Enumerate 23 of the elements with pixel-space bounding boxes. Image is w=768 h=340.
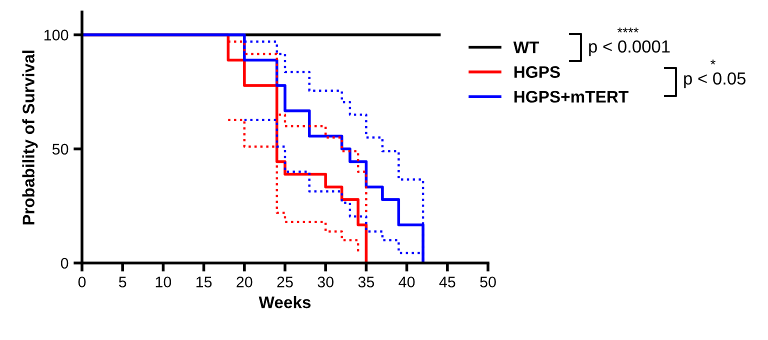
x-tick-label: 25 [277,276,293,288]
legend-label: WT [513,42,540,54]
text: p < 0.05 [684,72,746,88]
x-tick-label: 45 [439,276,456,288]
x-tick-label: 10 [156,276,172,288]
x-tick-label: 35 [358,276,374,288]
x-tick-label: 40 [398,276,415,288]
x-tick-label: 50 [480,276,496,288]
y-tick-label: 50 [52,144,68,155]
y-tick-label: 0 [60,258,68,269]
y-tick-label: 100 [44,30,68,41]
legend-label: HGPS [514,66,560,78]
y-axis-title: Probability of Survival [22,50,38,224]
text: p < 0.0001 [589,40,670,56]
x-tick-label: 5 [118,276,126,288]
legend-label: HGPS+mTERT [514,90,628,103]
x-tick-label: 30 [318,276,334,288]
text: * [710,60,716,64]
text: **** [617,28,639,32]
x-axis-title: Weeks [258,296,311,308]
x-tick-label: 0 [78,276,86,288]
x-tick-label: 15 [196,276,212,288]
x-tick-label: 20 [236,276,252,288]
